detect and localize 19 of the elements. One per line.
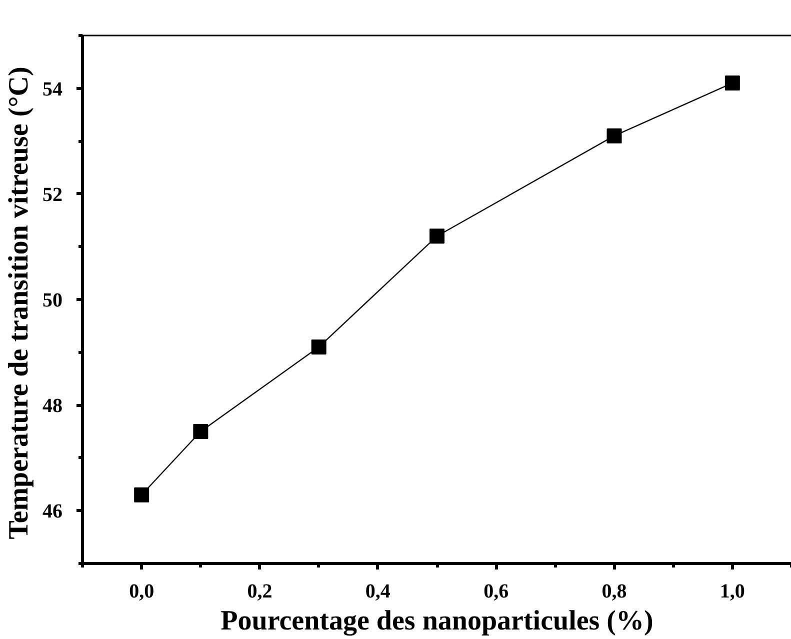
x-tick-label: 0,6 — [484, 580, 509, 602]
point — [193, 424, 208, 439]
point — [134, 487, 150, 502]
point — [606, 128, 622, 144]
y-axis-title: Temperature de transition vitreuse (°C) — [4, 66, 34, 540]
point — [311, 340, 326, 355]
point — [724, 76, 740, 91]
x-tick-label: 0,2 — [247, 580, 272, 602]
x-tick-label: 0,8 — [602, 580, 627, 602]
y-tick-label: 48 — [42, 395, 62, 418]
y-tick-label: 52 — [42, 184, 62, 206]
y-tick-label: 54 — [42, 78, 62, 100]
x-tick-label: 1,0 — [720, 580, 745, 602]
x-tick-label: 0,0 — [129, 580, 154, 602]
y-tick-label: 50 — [42, 290, 62, 312]
y-tick-label: 46 — [42, 500, 62, 523]
x-tick-label: 0,4 — [365, 580, 390, 602]
point — [430, 228, 444, 244]
x-axis-title: Pourcentage des nanoparticules (%) — [220, 606, 654, 636]
